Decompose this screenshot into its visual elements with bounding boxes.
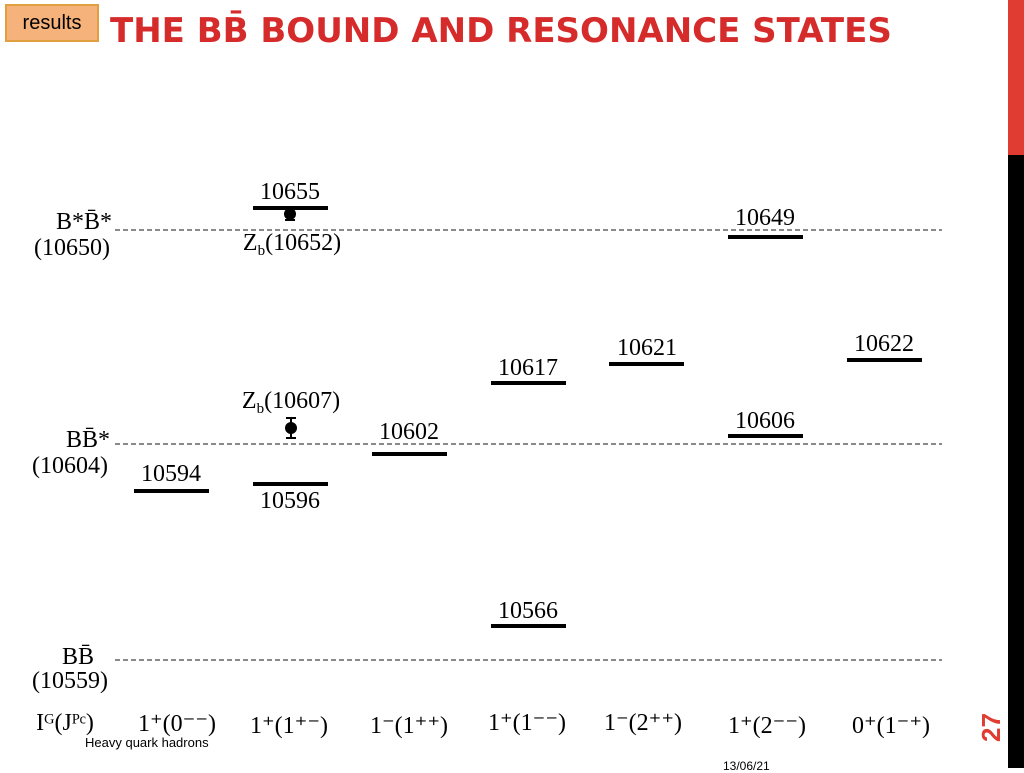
level-label: 10617 — [498, 355, 558, 381]
quantum-label: 0⁺(1⁻⁺) — [852, 713, 930, 739]
threshold-mass: (10559) — [32, 668, 108, 694]
footer-date: 13/06/21 — [723, 759, 770, 773]
threshold-mass: (10650) — [34, 235, 110, 261]
resonance-label: Zb(10607) — [242, 389, 340, 417]
accent-bar — [1008, 0, 1024, 155]
level-label: 10566 — [498, 598, 558, 624]
resonance-symbol: Z — [242, 230, 258, 256]
quantum-label: 1⁺(2⁻⁻) — [728, 713, 806, 739]
quantum-label: 1⁺(1⁻⁻) — [488, 710, 566, 736]
quantum-label: 1⁻(2⁺⁺) — [604, 710, 682, 736]
resonance-symbol: Z — [241, 388, 257, 414]
resonance-mass: (10607) — [264, 388, 341, 414]
resonance-mass: (10652) — [265, 230, 342, 256]
data-point — [285, 417, 297, 439]
level-label: 10622 — [854, 331, 914, 357]
level-label: 10649 — [735, 205, 795, 231]
quantum-label: 1⁻(1⁺⁺) — [370, 713, 448, 739]
threshold-label: BB̄ — [61, 644, 94, 670]
levels — [134, 206, 922, 628]
level-label: 10596 — [260, 488, 320, 514]
page-number: 27 — [976, 713, 1006, 742]
level-label: 10606 — [735, 408, 795, 434]
title: THE BB̄ BOUND AND RESONANCE STATES — [110, 11, 892, 51]
data-point — [284, 208, 296, 221]
resonance-subscript: b — [256, 401, 265, 417]
resonance-label: Zb(10652) — [243, 231, 341, 259]
thresholds — [115, 229, 942, 661]
quantum-label: 1⁺(0⁻⁻) — [138, 711, 216, 737]
footer-text: Heavy quark hadrons — [85, 735, 209, 750]
resonance-subscript: b — [257, 243, 266, 259]
threshold-label: BB̄* — [65, 427, 110, 453]
level-label: 10655 — [260, 179, 320, 205]
side-bar — [1008, 155, 1024, 768]
badge: results — [5, 4, 99, 42]
quantum-header: Iᴳ(Jᴾᶜ) — [36, 710, 94, 736]
quantum-label: 1⁺(1⁺⁻) — [250, 713, 328, 739]
level-label: 10594 — [141, 461, 201, 487]
level-label: 10621 — [617, 335, 677, 361]
level-label: 10602 — [379, 419, 439, 445]
threshold-mass: (10604) — [32, 453, 108, 479]
threshold-label: B*B̄* — [55, 209, 112, 235]
